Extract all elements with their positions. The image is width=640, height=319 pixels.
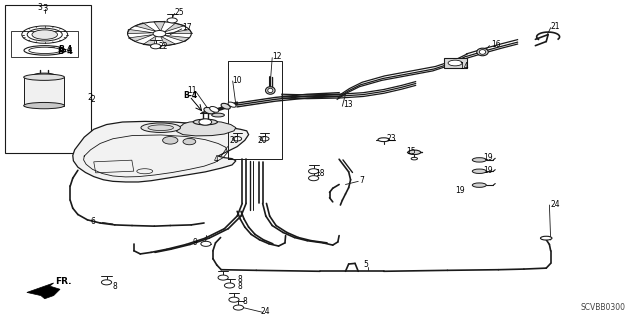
Bar: [93, 160, 134, 173]
Circle shape: [234, 305, 244, 310]
Text: B-4: B-4: [59, 45, 73, 54]
Polygon shape: [135, 23, 156, 32]
Text: B-4: B-4: [58, 48, 74, 56]
Text: 19: 19: [455, 186, 465, 195]
Ellipse shape: [479, 49, 486, 54]
Circle shape: [225, 283, 235, 288]
Circle shape: [233, 137, 242, 141]
Ellipse shape: [472, 169, 486, 174]
Text: 20: 20: [230, 136, 239, 145]
Text: 25: 25: [175, 8, 184, 17]
Ellipse shape: [33, 73, 55, 78]
Polygon shape: [164, 23, 185, 32]
Text: 8: 8: [243, 297, 247, 306]
Text: 12: 12: [272, 52, 282, 61]
Ellipse shape: [268, 88, 273, 93]
Ellipse shape: [24, 74, 65, 80]
Ellipse shape: [378, 138, 390, 142]
Circle shape: [308, 169, 319, 174]
Text: 2: 2: [91, 95, 95, 104]
Ellipse shape: [212, 113, 225, 117]
Text: 3: 3: [37, 3, 42, 12]
Text: 9: 9: [193, 238, 198, 247]
Text: 21: 21: [550, 22, 560, 31]
Polygon shape: [143, 36, 156, 46]
Circle shape: [153, 31, 166, 37]
Circle shape: [101, 280, 111, 285]
Ellipse shape: [472, 183, 486, 187]
Circle shape: [229, 297, 239, 302]
Bar: [11, 31, 78, 57]
Ellipse shape: [228, 102, 236, 107]
Text: 24: 24: [550, 200, 560, 209]
Text: SCVBB0300: SCVBB0300: [581, 303, 626, 312]
Text: FR.: FR.: [56, 277, 72, 286]
Text: 20: 20: [257, 136, 267, 145]
Polygon shape: [164, 35, 189, 42]
Text: 6: 6: [91, 217, 96, 226]
Text: 18: 18: [316, 169, 325, 178]
Text: 8: 8: [237, 275, 242, 284]
Polygon shape: [73, 122, 248, 182]
Ellipse shape: [193, 119, 218, 125]
Circle shape: [163, 137, 178, 144]
Text: 23: 23: [387, 134, 397, 143]
Circle shape: [167, 18, 177, 23]
Circle shape: [201, 241, 211, 246]
Text: 8: 8: [113, 282, 118, 291]
Text: 15: 15: [406, 147, 416, 156]
Polygon shape: [161, 36, 175, 46]
Text: 5: 5: [364, 260, 368, 269]
Ellipse shape: [408, 150, 420, 154]
Ellipse shape: [472, 158, 486, 162]
Bar: [444, 58, 467, 68]
Text: 17: 17: [182, 24, 191, 33]
Ellipse shape: [540, 236, 552, 240]
Polygon shape: [154, 21, 165, 31]
Ellipse shape: [266, 87, 275, 94]
Text: 3: 3: [42, 4, 47, 13]
Text: B-4: B-4: [184, 91, 198, 100]
Text: 11: 11: [188, 86, 197, 95]
Text: 2: 2: [88, 93, 93, 102]
Circle shape: [199, 119, 212, 125]
Text: 16: 16: [491, 40, 500, 49]
Ellipse shape: [210, 107, 219, 112]
Ellipse shape: [32, 30, 58, 39]
Circle shape: [260, 137, 269, 141]
Bar: [4, 4, 91, 153]
Polygon shape: [166, 30, 193, 34]
Text: 10: 10: [233, 76, 243, 85]
Polygon shape: [127, 29, 154, 34]
Ellipse shape: [141, 123, 180, 132]
Ellipse shape: [221, 103, 230, 109]
Text: 22: 22: [158, 42, 168, 51]
Ellipse shape: [477, 48, 488, 56]
Text: 7: 7: [360, 176, 364, 185]
Circle shape: [218, 275, 228, 280]
Text: 4: 4: [213, 155, 218, 164]
Text: 14: 14: [459, 62, 468, 71]
Circle shape: [183, 138, 196, 145]
Text: 8: 8: [237, 282, 242, 291]
Circle shape: [150, 44, 161, 49]
Polygon shape: [128, 34, 154, 41]
Bar: [24, 77, 65, 106]
Ellipse shape: [448, 60, 462, 66]
Text: 19: 19: [483, 153, 493, 162]
Text: 24: 24: [260, 308, 269, 316]
Polygon shape: [177, 121, 236, 136]
Ellipse shape: [411, 157, 417, 160]
Ellipse shape: [148, 125, 173, 130]
Ellipse shape: [24, 102, 65, 109]
Circle shape: [308, 176, 319, 181]
Text: 19: 19: [483, 167, 493, 175]
Text: 13: 13: [343, 100, 353, 109]
Polygon shape: [27, 283, 60, 299]
Ellipse shape: [204, 108, 214, 114]
Ellipse shape: [29, 47, 61, 54]
